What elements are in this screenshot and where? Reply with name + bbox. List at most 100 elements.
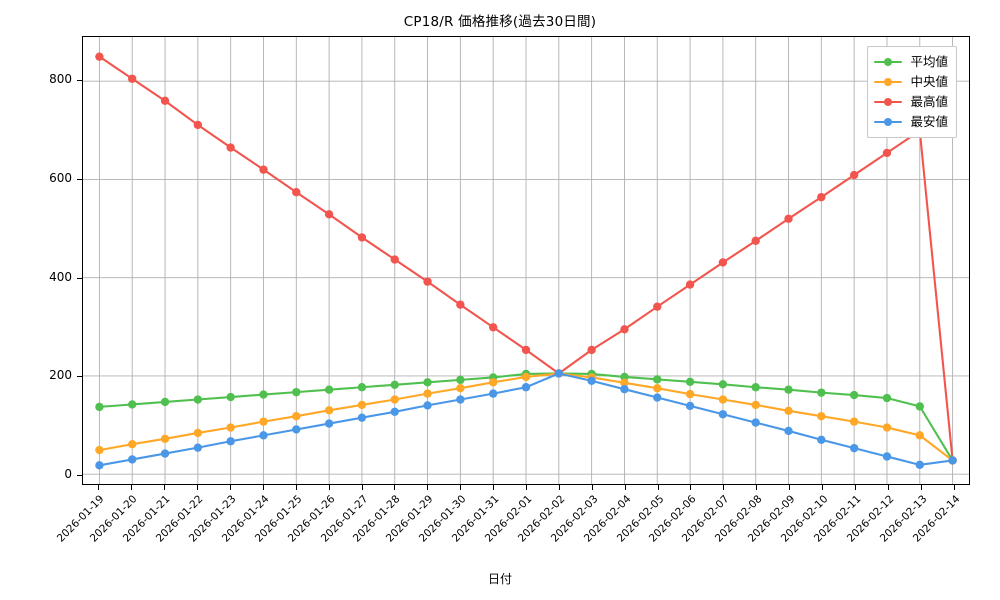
data-point [259,431,268,440]
legend-item-1[interactable]: 中央値 [874,72,948,92]
data-point [653,302,662,311]
legend-label: 最高値 [910,93,948,109]
x-tick-mark [328,485,330,490]
data-point [95,445,104,455]
data-point [882,393,892,403]
x-tick-mark [361,485,363,490]
legend-item-3[interactable]: 最安値 [874,112,948,132]
data-point [488,378,498,387]
data-point [751,400,760,410]
x-tick-mark [591,485,593,490]
chart-title: CP18/R 価格推移(過去30日間) [403,14,597,30]
data-point [685,389,695,399]
data-point [784,214,793,223]
y-tick-label: 400 [49,269,72,284]
data-point [882,148,892,158]
x-tick-mark [394,485,396,490]
x-tick-mark [427,485,429,490]
data-point [882,423,892,432]
legend-swatch-icon [874,56,903,68]
x-tick-mark [526,485,527,490]
data-point [817,435,826,444]
legend-swatch-icon [874,76,903,88]
data-point [751,236,760,246]
legend[interactable]: 平均値 中央値 最高値 最安値 [867,46,957,138]
data-point [160,434,170,443]
x-tick-mark [460,485,462,490]
data-point [849,390,859,400]
legend-swatch-icon [874,96,903,108]
data-point [718,395,728,404]
data-point [915,431,924,440]
data-point [193,395,203,404]
x-tick-mark [920,485,922,490]
legend-item-0[interactable]: 平均値 [874,52,948,72]
data-point [488,389,498,398]
data-point [751,418,760,427]
data-point [817,388,826,397]
y-tick-mark [77,475,82,477]
data-point [324,406,334,415]
data-point [620,378,629,387]
data-point [259,390,268,399]
data-point [554,369,564,378]
data-point [915,460,924,470]
x-tick-mark [295,485,297,490]
data-point [521,383,531,392]
data-point [784,385,793,394]
x-axis-label: 日付 [487,572,512,586]
legend-label: 最安値 [910,113,948,129]
data-point [160,96,170,106]
data-point [620,325,629,334]
x-tick-mark [98,485,100,490]
data-point [357,400,367,410]
x-tick-mark [624,485,626,490]
x-tick-mark [657,485,659,490]
data-point [620,385,629,394]
data-point [718,410,728,419]
data-point [128,400,137,409]
x-tick-mark [854,485,856,490]
data-point [817,412,826,421]
data-point [128,440,137,449]
data-point [620,372,629,382]
data-point [587,376,596,386]
data-point [95,402,104,412]
data-point [324,385,334,394]
data-point [948,456,957,465]
data-point [357,413,367,422]
data-point [357,383,367,392]
data-point [521,345,531,355]
data-point [193,120,203,130]
series-line-2 [98,55,954,462]
x-tick-mark [493,485,495,490]
data-point [226,392,235,402]
data-point [259,165,268,174]
data-point [521,372,531,382]
data-point [95,52,104,61]
data-point [226,143,235,152]
data-point [226,423,235,432]
data-point [718,380,728,389]
y-tick-mark [77,179,82,181]
data-point [882,452,892,461]
data-point [292,387,301,397]
data-point [423,401,432,410]
data-point [784,406,793,415]
data-point [423,389,432,398]
y-tick-mark [77,80,82,82]
data-point [784,426,793,436]
plot-area: 平均値 中央値 最高値 最安値 [82,36,970,485]
data-point [685,377,695,387]
x-tick-mark [230,485,231,490]
data-point [915,402,924,411]
x-tick-mark [131,485,133,490]
data-point [95,461,104,470]
y-tick-mark [77,277,82,279]
data-point [423,378,432,387]
legend-item-2[interactable]: 最高値 [874,92,948,112]
data-point [160,397,170,407]
data-point [817,192,826,202]
